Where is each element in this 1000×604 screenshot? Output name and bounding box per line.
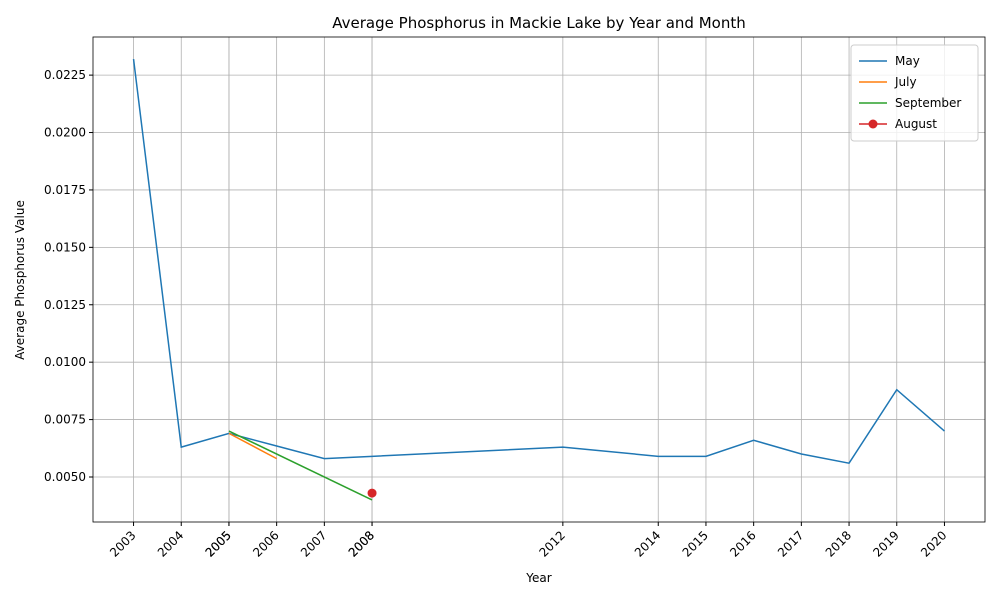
y-tick-label: 0.0075: [44, 413, 86, 427]
legend-label: August: [895, 117, 937, 131]
axes-frame: [92, 36, 986, 523]
legend-label: July: [894, 75, 917, 89]
y-tick-label: 0.0050: [44, 470, 86, 484]
y-tick-label: 0.0200: [44, 126, 86, 140]
legend-label: May: [895, 54, 920, 68]
y-tick-label: 0.0225: [44, 68, 86, 82]
data-point: [367, 488, 377, 498]
grid: [93, 37, 985, 522]
y-tick-label: 0.0125: [44, 298, 86, 312]
y-axis-label: Average Phosphorus Value: [13, 200, 27, 360]
y-tick-label: 0.0100: [44, 355, 86, 369]
series-line: [228, 430, 373, 501]
y-tick-label: 0.0150: [44, 240, 86, 254]
x-axis-label: Year: [525, 571, 551, 585]
legend-marker: [868, 119, 878, 129]
legend-label: September: [895, 96, 961, 110]
legend-box: [850, 44, 979, 142]
y-tick-label: 0.0175: [44, 183, 86, 197]
series-line: [228, 432, 277, 460]
chart-title: Average Phosphorus in Mackie Lake by Yea…: [332, 14, 745, 32]
